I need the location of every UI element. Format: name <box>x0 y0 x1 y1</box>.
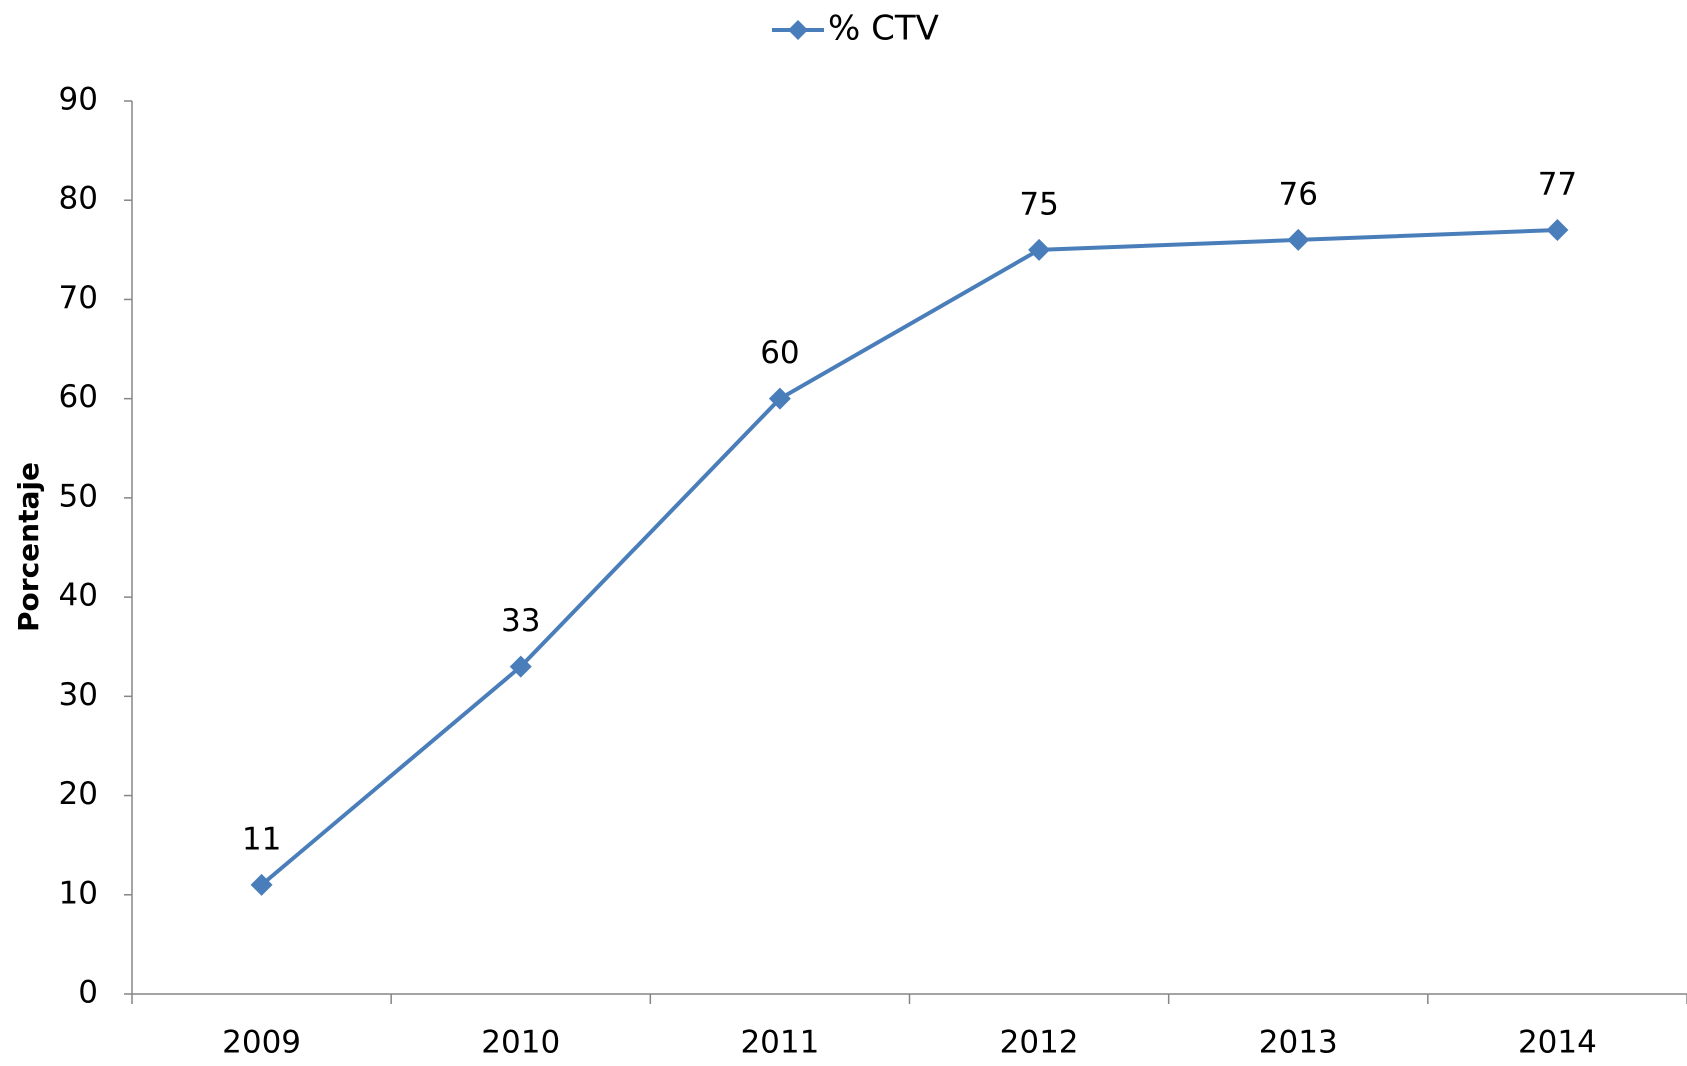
y-tick-label: 10 <box>59 875 98 911</box>
y-tick-label: 0 <box>78 975 98 1011</box>
y-tick-label: 50 <box>59 478 98 514</box>
data-label: 75 <box>1019 186 1058 222</box>
y-tick-label: 30 <box>59 677 98 713</box>
marker <box>250 873 273 896</box>
x-tick-label: 2012 <box>1000 1025 1079 1061</box>
marker <box>1028 238 1051 261</box>
y-axis-label: Porcentaje <box>12 462 45 632</box>
data-label: 77 <box>1538 166 1577 202</box>
y-tick-label: 20 <box>59 776 98 812</box>
marker <box>1287 228 1310 251</box>
legend-label: % CTV <box>828 9 939 49</box>
data-label: 60 <box>760 335 799 371</box>
y-tick-label: 40 <box>59 578 98 614</box>
data-label: 76 <box>1279 176 1318 212</box>
y-tick-label: 60 <box>59 379 98 415</box>
x-tick-label: 2010 <box>481 1025 560 1061</box>
data-label: 33 <box>501 603 540 639</box>
x-tick-label: 2013 <box>1259 1025 1338 1061</box>
marker <box>768 387 791 410</box>
data-label: 11 <box>242 821 281 857</box>
marker <box>509 655 532 678</box>
y-tick-label: 90 <box>59 82 98 118</box>
legend-marker <box>788 20 808 40</box>
y-tick-label: 70 <box>59 280 98 316</box>
x-tick-label: 2011 <box>740 1025 819 1061</box>
x-tick-label: 2009 <box>222 1025 301 1061</box>
x-tick-label: 2014 <box>1518 1025 1597 1061</box>
marker <box>1546 218 1569 241</box>
series-line <box>260 227 1558 887</box>
y-tick-label: 80 <box>59 181 98 217</box>
